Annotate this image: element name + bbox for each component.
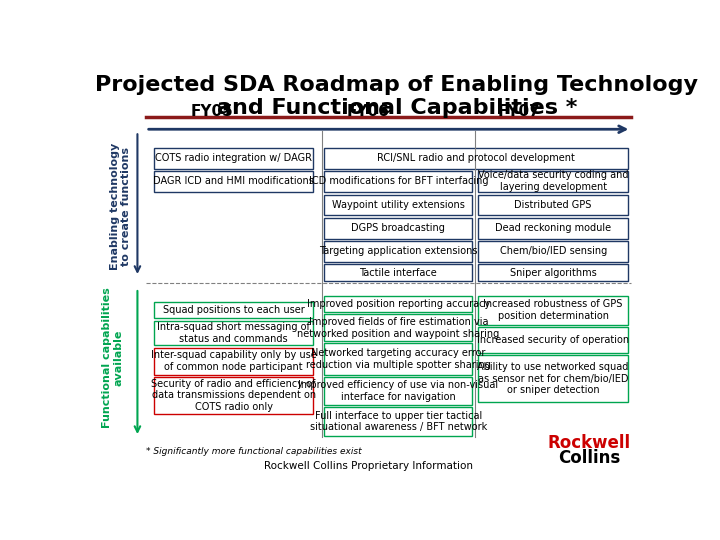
FancyBboxPatch shape <box>324 407 472 436</box>
FancyBboxPatch shape <box>154 148 313 168</box>
Text: Voice/data security coding and
layering development: Voice/data security coding and layering … <box>478 171 629 192</box>
Text: FY06: FY06 <box>347 104 390 119</box>
Text: Ability to use networked squad
as sensor net for chem/bio/IED
or sniper detectio: Ability to use networked squad as sensor… <box>477 362 629 395</box>
Text: Increased security of operation: Increased security of operation <box>477 335 629 345</box>
FancyBboxPatch shape <box>478 218 629 239</box>
FancyBboxPatch shape <box>154 321 313 346</box>
Text: ICD modifications for BFT interfacing: ICD modifications for BFT interfacing <box>309 176 488 186</box>
Text: Increased robustness of GPS
position determination: Increased robustness of GPS position det… <box>483 299 623 321</box>
Text: Enabling technology
to create functions: Enabling technology to create functions <box>110 143 132 270</box>
FancyBboxPatch shape <box>154 377 313 414</box>
Text: Improved efficiency of use via non-visual
interface for navigation: Improved efficiency of use via non-visua… <box>298 380 498 402</box>
Text: Waypoint utility extensions: Waypoint utility extensions <box>332 200 464 210</box>
FancyBboxPatch shape <box>154 302 313 319</box>
Text: Security of radio and efficiency of
data transmissions dependent on
COTS radio o: Security of radio and efficiency of data… <box>151 379 316 412</box>
FancyBboxPatch shape <box>324 148 629 168</box>
FancyBboxPatch shape <box>478 194 629 215</box>
FancyBboxPatch shape <box>478 265 629 281</box>
Text: Full interface to upper tier tactical
situational awareness / BFT network: Full interface to upper tier tactical si… <box>310 410 487 432</box>
Text: Functional capabilities
available: Functional capabilities available <box>102 288 123 428</box>
Text: FY05: FY05 <box>190 104 233 119</box>
Text: * Significantly more functional capabilities exist: * Significantly more functional capabili… <box>145 447 361 456</box>
Text: Intra-squad short messaging of
status and commands: Intra-squad short messaging of status an… <box>157 322 310 344</box>
Text: Improved position reporting accuracy: Improved position reporting accuracy <box>307 299 490 309</box>
Text: Tactile interface: Tactile interface <box>359 268 437 278</box>
FancyBboxPatch shape <box>324 218 472 239</box>
Text: Projected SDA Roadmap of Enabling Technology
and Functional Capabilities *: Projected SDA Roadmap of Enabling Techno… <box>96 75 698 118</box>
FancyBboxPatch shape <box>324 265 472 281</box>
FancyBboxPatch shape <box>478 295 629 325</box>
Text: Squad positions to each user: Squad positions to each user <box>163 305 305 315</box>
Text: Sniper algorithms: Sniper algorithms <box>510 268 596 278</box>
Text: Rockwell: Rockwell <box>548 434 631 453</box>
FancyBboxPatch shape <box>478 355 629 402</box>
Text: Targeting application extensions: Targeting application extensions <box>319 246 477 256</box>
Text: FY07: FY07 <box>498 104 540 119</box>
Text: COTS radio integration w/ DAGR: COTS radio integration w/ DAGR <box>156 153 312 164</box>
Text: DAGR ICD and HMI modifications: DAGR ICD and HMI modifications <box>153 176 314 186</box>
FancyBboxPatch shape <box>324 171 472 192</box>
Text: Inter-squad capability only by use
of common node participant: Inter-squad capability only by use of co… <box>150 350 317 372</box>
FancyBboxPatch shape <box>154 171 313 192</box>
FancyBboxPatch shape <box>478 241 629 262</box>
FancyBboxPatch shape <box>478 327 629 353</box>
Text: RCI/SNL radio and protocol development: RCI/SNL radio and protocol development <box>377 153 575 164</box>
FancyBboxPatch shape <box>324 241 472 262</box>
Text: Improved fields of fire estimation via
networked position and waypoint sharing: Improved fields of fire estimation via n… <box>297 317 500 339</box>
FancyBboxPatch shape <box>324 343 472 375</box>
Text: Collins: Collins <box>558 449 621 467</box>
Text: Rockwell Collins Proprietary Information: Rockwell Collins Proprietary Information <box>264 462 474 471</box>
FancyBboxPatch shape <box>324 194 472 215</box>
FancyBboxPatch shape <box>478 171 629 192</box>
Text: Chem/bio/IED sensing: Chem/bio/IED sensing <box>500 246 607 256</box>
FancyBboxPatch shape <box>324 295 472 312</box>
FancyBboxPatch shape <box>324 314 472 341</box>
Text: Dead reckoning module: Dead reckoning module <box>495 223 611 233</box>
Text: DGPS broadcasting: DGPS broadcasting <box>351 223 445 233</box>
FancyBboxPatch shape <box>324 377 472 405</box>
Text: Networked targeting accuracy error
reduction via multiple spotter sharing: Networked targeting accuracy error reduc… <box>306 348 491 370</box>
Text: Distributed GPS: Distributed GPS <box>515 200 592 210</box>
FancyBboxPatch shape <box>154 348 313 375</box>
